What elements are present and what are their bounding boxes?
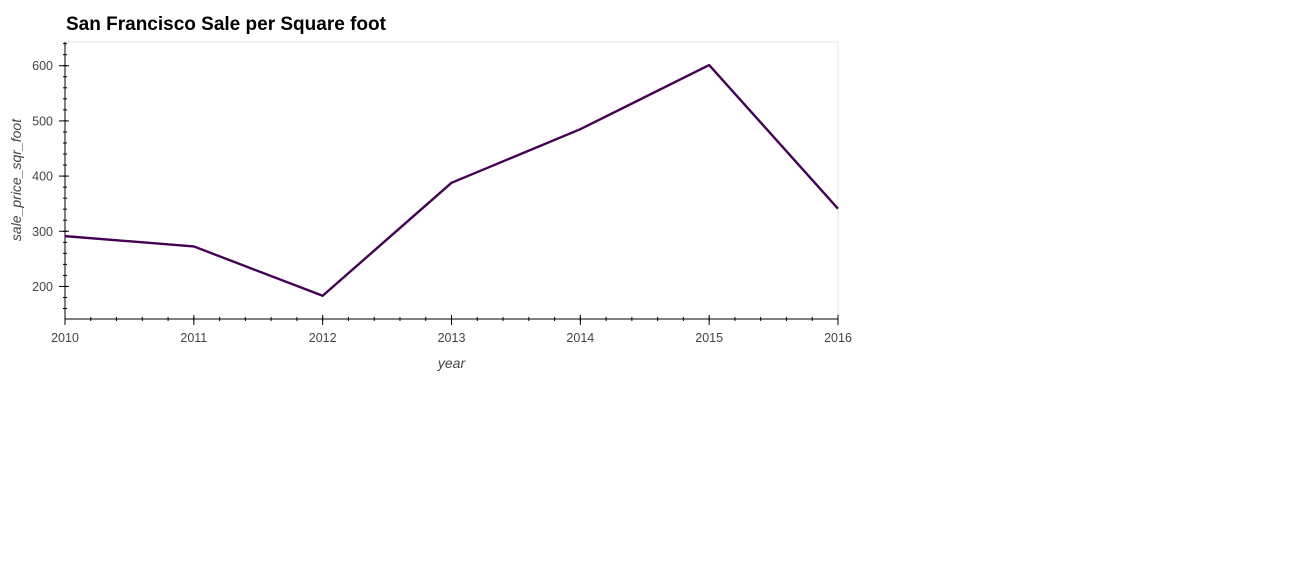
x-axis-label: year bbox=[437, 355, 467, 371]
series-layer bbox=[64, 63, 839, 297]
y-tick-label: 600 bbox=[32, 59, 53, 73]
x-tick-label: 2014 bbox=[566, 331, 594, 345]
y-axis: 200 300 400 500 600 bbox=[32, 42, 69, 319]
x-tick-label: 2013 bbox=[438, 331, 466, 345]
y-axis-label: sale_price_sqr_foot bbox=[8, 118, 24, 241]
y-tick-label: 500 bbox=[32, 114, 53, 128]
x-tick-label: 2016 bbox=[824, 331, 852, 345]
chart-title: San Francisco Sale per Square foot bbox=[66, 14, 387, 35]
x-tick-label: 2011 bbox=[180, 331, 207, 345]
x-tick-label: 2012 bbox=[309, 331, 337, 345]
plot-area bbox=[64, 41, 839, 320]
y-tick-label: 400 bbox=[32, 170, 53, 184]
x-axis: 2010 2011 2012 2013 2014 2015 2016 bbox=[51, 315, 852, 345]
y-tick-label: 200 bbox=[32, 280, 53, 294]
x-tick-label: 2015 bbox=[695, 331, 723, 345]
x-tick-label: 2010 bbox=[51, 331, 79, 345]
series-line bbox=[64, 63, 839, 297]
y-tick-label: 300 bbox=[32, 225, 53, 239]
